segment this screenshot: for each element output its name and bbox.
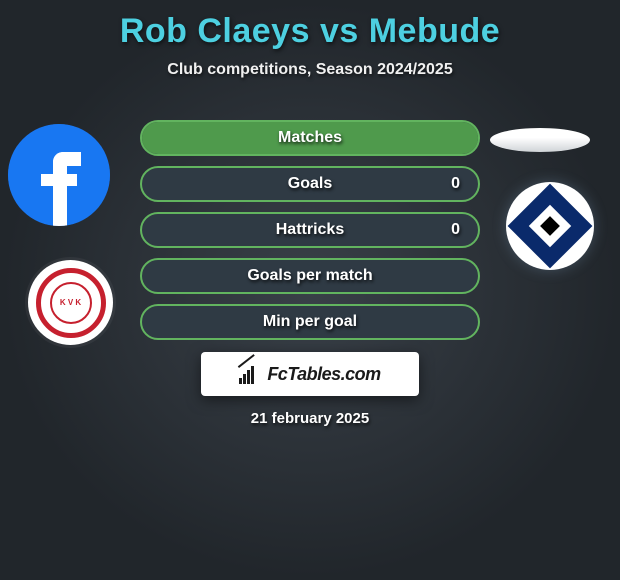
facebook-f-icon bbox=[39, 138, 79, 212]
footer-date: 21 february 2025 bbox=[0, 410, 620, 427]
club-left-badge: K V K bbox=[28, 260, 113, 345]
stat-bar-right-value: 0 bbox=[451, 221, 460, 239]
club-right-badge bbox=[500, 176, 600, 276]
stat-bar-right-value: 0 bbox=[451, 175, 460, 193]
stat-bar-label: Min per goal bbox=[263, 313, 357, 331]
stat-bar-bg: Matches bbox=[140, 120, 480, 156]
stat-bar: Min per goal bbox=[140, 304, 480, 340]
kv-kortrijk-icon: K V K bbox=[36, 268, 106, 338]
stat-bar-bg: Goals 0 bbox=[140, 166, 480, 202]
stat-bar: Hattricks 0 bbox=[140, 212, 480, 248]
stat-bar-bg: Goals per match bbox=[140, 258, 480, 294]
stat-bar: Matches bbox=[140, 120, 480, 156]
brand-watermark: FcTables.com bbox=[201, 352, 419, 396]
white-ellipse-placeholder bbox=[490, 128, 590, 152]
stat-bar-label: Goals bbox=[288, 175, 332, 193]
stat-bars-container: Matches Goals 0 Hattricks 0 Goals per match Mi… bbox=[140, 120, 480, 350]
bar-chart-icon bbox=[239, 364, 261, 384]
brand-text: FcTables.com bbox=[267, 364, 380, 385]
stat-bar-label: Hattricks bbox=[276, 221, 344, 239]
stat-bar-label: Goals per match bbox=[247, 267, 372, 285]
hsv-icon bbox=[506, 182, 594, 270]
page-subtitle: Club competitions, Season 2024/2025 bbox=[0, 61, 620, 79]
stat-bar-bg: Min per goal bbox=[140, 304, 480, 340]
kv-kortrijk-inner-icon: K V K bbox=[50, 282, 92, 324]
stat-bar: Goals per match bbox=[140, 258, 480, 294]
stat-bar: Goals 0 bbox=[140, 166, 480, 202]
stat-bar-bg: Hattricks 0 bbox=[140, 212, 480, 248]
stat-bar-label: Matches bbox=[278, 129, 342, 147]
player-left-avatar bbox=[8, 124, 110, 226]
page-title: Rob Claeys vs Mebude bbox=[0, 0, 620, 51]
